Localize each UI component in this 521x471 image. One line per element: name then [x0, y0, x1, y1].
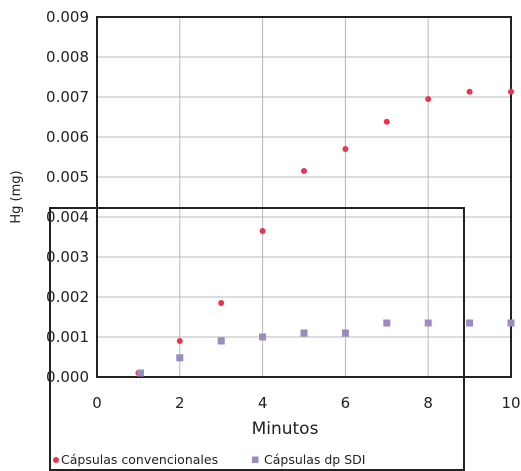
point-sdi: [259, 333, 267, 341]
y-tick-label: 0.002: [46, 288, 89, 306]
legend-label-convencionales: Cápsulas convencionales: [61, 452, 218, 467]
legend-label-sdi: Cápsulas dp SDI: [264, 452, 365, 467]
inset-frame: [49, 207, 465, 471]
x-tick-label: 10: [501, 394, 520, 412]
point-convencionales: [383, 118, 390, 125]
x-axis-title: Minutos: [252, 419, 319, 439]
point-sdi: [300, 329, 308, 337]
plot-frame: [96, 16, 512, 378]
y-tick-label: 0.006: [46, 128, 89, 146]
point-convencionales: [218, 300, 225, 306]
y-tick-label: 0.004: [46, 208, 89, 226]
point-convencionales: [301, 168, 307, 174]
frames: [49, 16, 512, 471]
point-sdi: [341, 329, 349, 337]
point-convencionales: [425, 96, 432, 102]
grid: [96, 16, 512, 378]
point-sdi: [424, 319, 432, 327]
legend: Cápsulas convencionales Cápsulas dp SDI: [53, 452, 365, 467]
point-sdi: [136, 369, 144, 377]
point-convencionales: [466, 88, 473, 95]
x-tick-label: 2: [175, 394, 185, 412]
y-axis-title: Hg (mg): [9, 170, 24, 223]
y-tick-label: 0.009: [46, 8, 89, 26]
y-tick-label: 0.005: [46, 168, 89, 186]
x-tick-label: 6: [341, 394, 351, 412]
point-sdi: [466, 319, 474, 327]
point-convencionales: [259, 228, 266, 234]
point-sdi: [383, 319, 391, 327]
x-tick-label: 4: [258, 394, 268, 412]
data-points: [135, 88, 515, 377]
y-tick-label: 0.001: [46, 328, 89, 346]
tick-labels: 0 2 4 6 8 10 0.000 0.001 0.002 0.003 0.004 0.005 0.0…: [46, 8, 521, 412]
y-tick-label: 0.008: [46, 48, 89, 66]
legend-marker-sdi: [252, 456, 259, 463]
point-convencionales: [176, 338, 183, 344]
point-sdi: [507, 319, 515, 327]
y-tick-label: 0.003: [46, 248, 89, 266]
legend-marker-convencionales: [53, 457, 59, 463]
y-tick-label: 0.000: [46, 368, 89, 386]
point-sdi: [176, 354, 184, 362]
x-tick-label: 0: [92, 394, 102, 412]
point-convencionales: [508, 88, 514, 95]
y-tick-label: 0.007: [46, 88, 89, 106]
x-tick-label: 8: [423, 394, 433, 412]
point-convencionales: [342, 146, 349, 152]
point-sdi: [217, 337, 225, 345]
